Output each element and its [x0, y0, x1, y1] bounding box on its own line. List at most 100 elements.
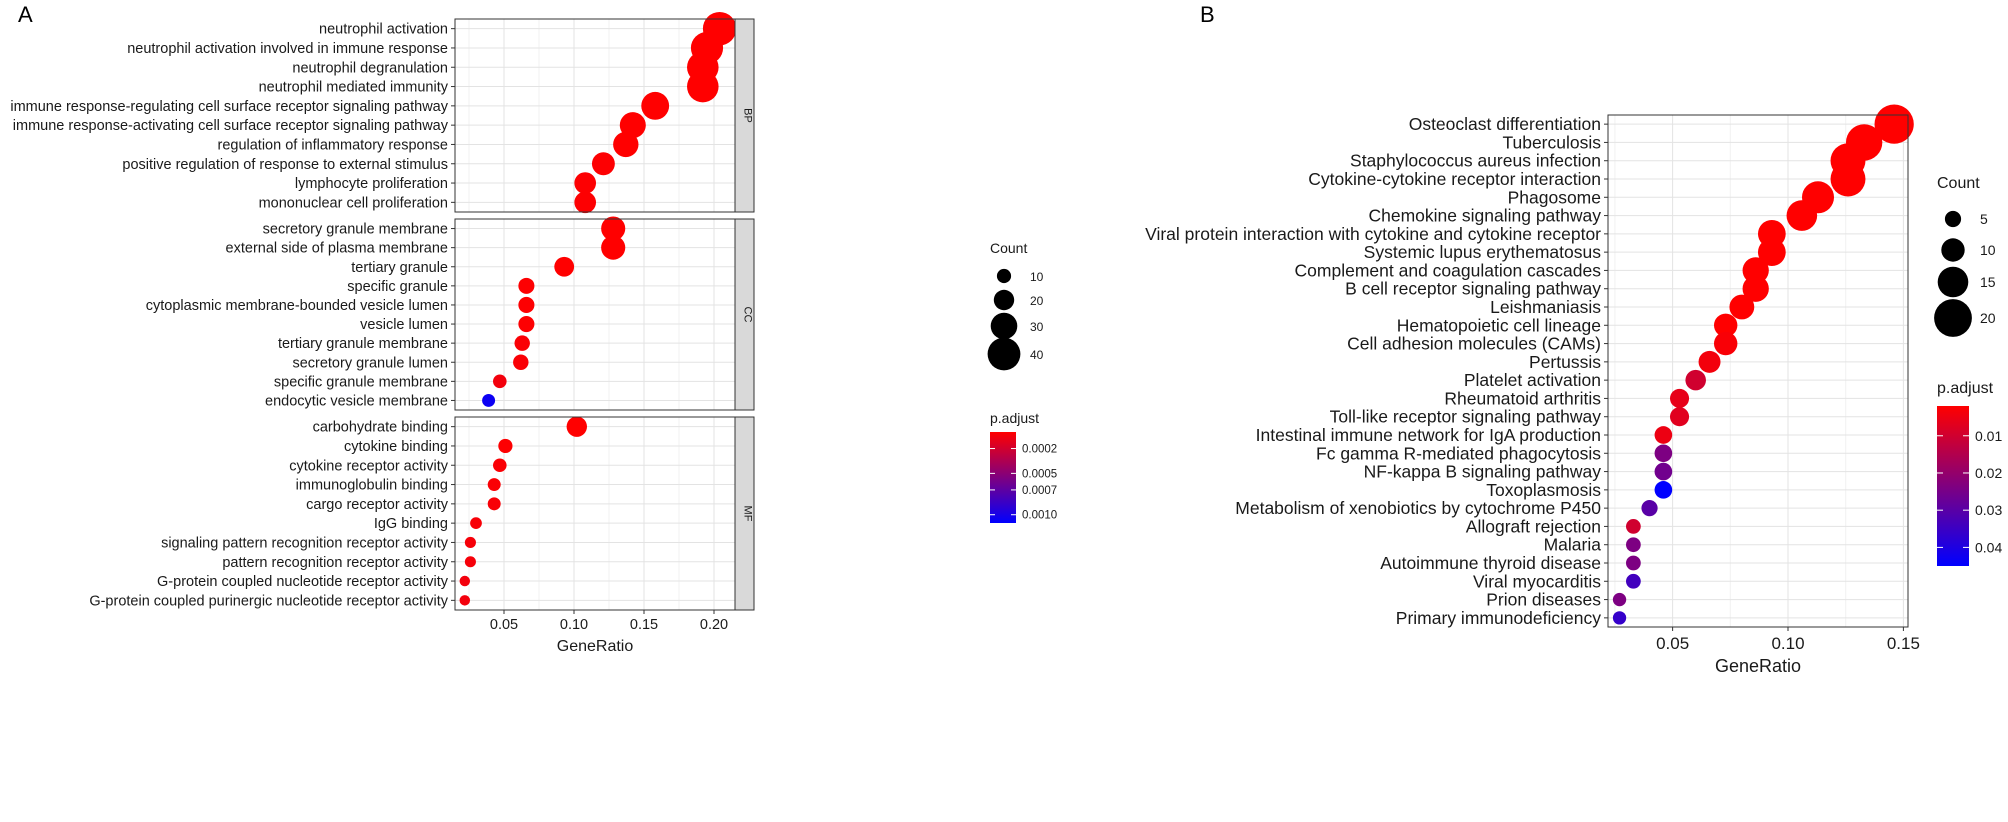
data-point — [498, 438, 513, 454]
data-point — [1626, 573, 1641, 589]
data-point — [613, 131, 639, 158]
size-legend-label: 40 — [1030, 348, 1044, 362]
data-point — [1612, 611, 1627, 625]
color-legend-title: p.adjust — [990, 410, 1039, 426]
y-tick-label: positive regulation of response to exter… — [122, 157, 448, 173]
color-legend-bar — [990, 432, 1016, 523]
size-legend-label: 30 — [1030, 320, 1044, 334]
y-tick-label: Phagosome — [1508, 187, 1601, 207]
size-legend-label: 15 — [1980, 274, 1996, 290]
x-tick-label: 0.20 — [700, 617, 728, 633]
y-tick-label: carbohydrate binding — [313, 420, 448, 436]
y-tick-label: Malaria — [1544, 535, 1602, 555]
x-tick-label: 0.15 — [630, 617, 658, 633]
y-tick-label: Fc gamma R-mediated phagocytosis — [1316, 443, 1601, 463]
x-tick-label: 0.15 — [1887, 634, 1920, 653]
y-tick-label: cytokine receptor activity — [289, 458, 449, 474]
y-tick-label: cytoplasmic membrane-bounded vesicle lum… — [146, 298, 448, 314]
facet-strip — [734, 18, 755, 213]
data-point — [1641, 500, 1658, 517]
data-point — [1626, 555, 1641, 571]
data-point — [1742, 275, 1769, 302]
y-tick-label: Autoimmune thyroid disease — [1380, 553, 1601, 573]
y-tick-label: tertiary granule membrane — [278, 336, 448, 352]
data-point — [1713, 313, 1738, 337]
y-tick-label: immunoglobulin binding — [296, 478, 448, 494]
data-point — [1669, 388, 1690, 408]
y-tick-label: Hematopoietic cell lineage — [1397, 315, 1601, 335]
y-tick-label: Cytokine-cytokine receptor interaction — [1308, 169, 1601, 189]
data-point — [482, 393, 496, 407]
data-point — [464, 536, 476, 548]
data-point — [1742, 257, 1769, 284]
data-point — [687, 70, 719, 103]
y-tick-label: Tuberculosis — [1502, 132, 1601, 152]
data-point — [493, 458, 507, 473]
data-point — [619, 112, 646, 139]
y-tick-label: neutrophil degranulation — [292, 60, 448, 76]
y-tick-label: immune response-activating cell surface … — [13, 118, 449, 134]
size-legend-swatch — [1944, 210, 1962, 228]
panel-b-label: B — [1200, 2, 1215, 27]
y-tick-label: lymphocyte proliferation — [295, 176, 448, 192]
size-legend-label: 10 — [1030, 270, 1044, 284]
y-tick-label: Cell adhesion molecules (CAMs) — [1347, 334, 1601, 354]
data-point — [574, 191, 597, 214]
y-tick-label: Complement and coagulation cascades — [1295, 260, 1602, 280]
size-legend-label: 5 — [1980, 211, 1988, 227]
data-point — [464, 556, 476, 568]
y-tick-label: Systemic lupus erythematosus — [1364, 242, 1602, 262]
x-tick-label: 0.05 — [490, 617, 518, 633]
data-point — [591, 152, 615, 176]
data-point — [574, 172, 597, 194]
data-point — [487, 478, 501, 492]
facet-strip-label: BP — [742, 108, 754, 123]
size-legend-label: 20 — [1980, 310, 1996, 326]
data-point — [1713, 331, 1738, 356]
size-legend-swatch — [993, 289, 1015, 311]
x-tick-label: 0.05 — [1656, 634, 1689, 653]
color-legend-label: 0.04 — [1975, 539, 2002, 555]
data-point — [1612, 592, 1627, 607]
data-point — [641, 91, 670, 120]
y-tick-label: Toll-like receptor signaling pathway — [1330, 407, 1602, 427]
facet-strip-label: MF — [742, 506, 754, 522]
data-point — [1786, 200, 1818, 231]
y-tick-label: neutrophil activation — [319, 22, 448, 38]
size-legend-swatch — [1934, 299, 1972, 337]
y-tick-label: cytokine binding — [344, 439, 448, 455]
y-tick-label: external side of plasma membrane — [226, 241, 448, 257]
data-point — [601, 216, 626, 241]
y-tick-label: Intestinal immune network for IgA produc… — [1256, 425, 1601, 445]
data-point — [518, 316, 535, 333]
y-tick-label: NF-kappa B signaling pathway — [1364, 462, 1602, 482]
y-tick-label: vesicle lumen — [360, 317, 448, 333]
data-point — [554, 256, 575, 277]
size-legend-swatch — [996, 268, 1012, 284]
y-tick-label: signaling pattern recognition receptor a… — [161, 535, 449, 551]
y-tick-label: specific granule membrane — [274, 374, 448, 390]
y-tick-label: IgG binding — [374, 516, 448, 532]
x-axis-title: GeneRatio — [1715, 656, 1801, 676]
y-tick-label: Chemokine signaling pathway — [1369, 206, 1602, 226]
data-point — [1654, 481, 1673, 499]
y-tick-label: Pertussis — [1529, 352, 1601, 372]
size-legend-label: 10 — [1980, 242, 1996, 258]
x-axis-title: GeneRatio — [557, 638, 634, 655]
color-legend-title: p.adjust — [1937, 380, 1994, 397]
data-point — [518, 296, 535, 313]
data-point — [566, 416, 587, 437]
plot-border — [1607, 114, 1909, 628]
data-point — [514, 335, 530, 351]
y-tick-label: Viral protein interaction with cytokine … — [1145, 224, 1601, 244]
data-point — [518, 277, 535, 294]
y-tick-label: Allograft rejection — [1466, 516, 1601, 536]
data-point — [487, 497, 501, 511]
data-point — [1729, 294, 1755, 320]
plot-panel — [1608, 115, 1908, 627]
y-tick-label: mononuclear cell proliferation — [259, 195, 448, 211]
data-point — [1654, 426, 1673, 444]
y-tick-label: Platelet activation — [1464, 370, 1601, 390]
y-tick-label: Toxoplasmosis — [1486, 480, 1601, 500]
y-tick-label: Primary immunodeficiency — [1396, 608, 1601, 628]
